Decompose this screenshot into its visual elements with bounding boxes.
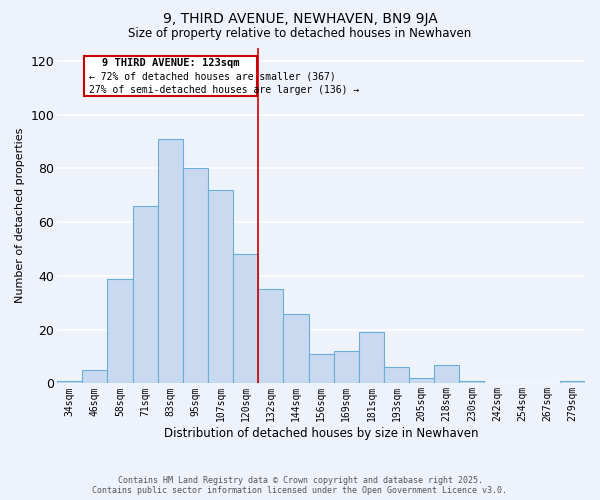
Text: 9 THIRD AVENUE: 123sqm: 9 THIRD AVENUE: 123sqm [101,58,239,68]
Bar [233,254,258,384]
Bar [434,364,460,384]
Bar [384,368,409,384]
Text: Size of property relative to detached houses in Newhaven: Size of property relative to detached ho… [128,28,472,40]
Text: ← 72% of detached houses are smaller (367): ← 72% of detached houses are smaller (36… [89,72,335,82]
Bar [158,139,183,384]
Bar [359,332,384,384]
FancyBboxPatch shape [83,56,257,96]
Bar [560,380,585,384]
X-axis label: Distribution of detached houses by size in Newhaven: Distribution of detached houses by size … [164,427,478,440]
Bar [133,206,158,384]
Bar [409,378,434,384]
Text: Contains HM Land Registry data © Crown copyright and database right 2025.
Contai: Contains HM Land Registry data © Crown c… [92,476,508,495]
Y-axis label: Number of detached properties: Number of detached properties [15,128,25,303]
Bar [183,168,208,384]
Bar [308,354,334,384]
Bar [82,370,107,384]
Bar [334,351,359,384]
Text: 9, THIRD AVENUE, NEWHAVEN, BN9 9JA: 9, THIRD AVENUE, NEWHAVEN, BN9 9JA [163,12,437,26]
Bar [208,190,233,384]
Bar [460,380,484,384]
Bar [107,278,133,384]
Bar [258,290,283,384]
Bar [57,380,82,384]
Text: 27% of semi-detached houses are larger (136) →: 27% of semi-detached houses are larger (… [89,85,359,95]
Bar [283,314,308,384]
